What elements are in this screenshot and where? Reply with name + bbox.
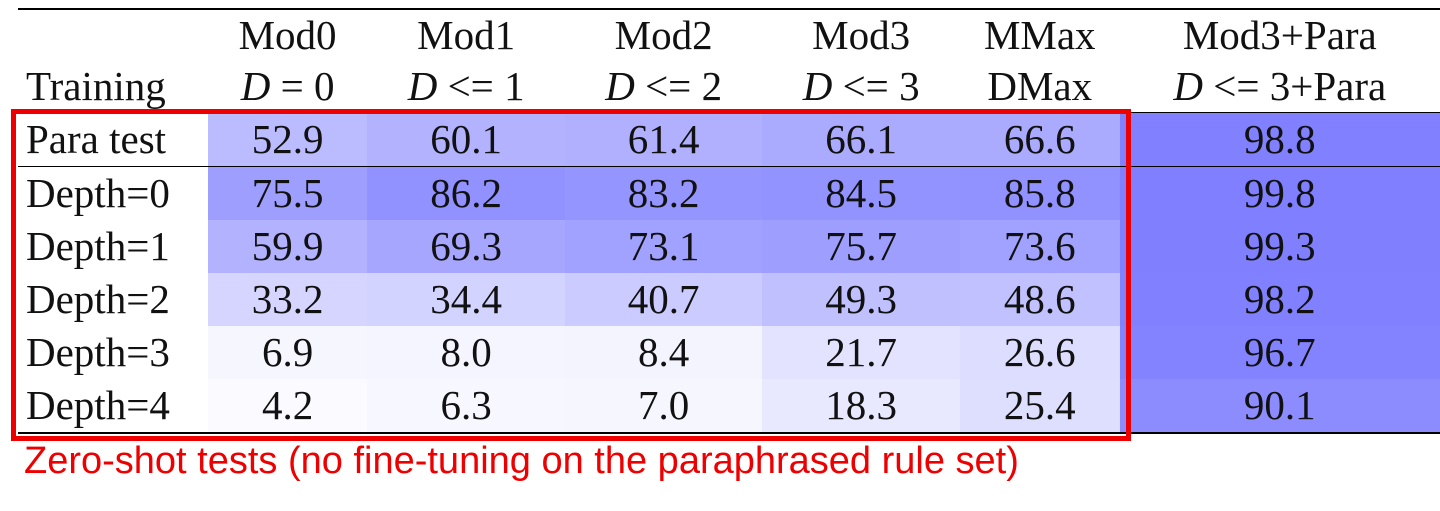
table-row-depth-4: Depth=4 4.2 6.3 7.0 18.3 25.4 90.1 <box>18 379 1440 434</box>
table-cell: 83.2 <box>564 166 763 220</box>
depth-value: DMax <box>987 62 1093 109</box>
depth-value: 0 <box>313 62 335 109</box>
column-header-model: Mod3+Para <box>1119 8 1440 60</box>
table-cell: 18.3 <box>762 379 960 434</box>
table-cell: 52.9 <box>207 112 368 167</box>
depth-symbol: D <box>802 62 833 109</box>
table-cell: 6.3 <box>367 379 565 434</box>
table-row-para-test: Para test 52.9 60.1 61.4 66.1 66.6 98.8 <box>18 112 1440 167</box>
depth-operator: <= <box>832 62 900 109</box>
depth-symbol: D <box>407 62 438 109</box>
depth-operator: <= <box>437 62 505 109</box>
table-cell: 99.3 <box>1119 220 1440 273</box>
table-cell: 61.4 <box>564 112 763 167</box>
table-cell: 98.8 <box>1119 112 1440 167</box>
depth-value: 2 <box>701 62 723 109</box>
depth-operator: <= <box>634 62 702 109</box>
table-cell: 86.2 <box>367 166 565 220</box>
header-row-models: Mod0 Mod1 Mod2 Mod3 MMax Mod3+Para <box>18 8 1440 60</box>
table-cell: 73.1 <box>564 220 763 273</box>
header-row-depths: Training D = 0 D <= 1 D <= 2 D <= 3 DMax… <box>18 60 1440 113</box>
table-cell: 69.3 <box>367 220 565 273</box>
table-cell: 21.7 <box>762 326 960 379</box>
row-label: Depth=1 <box>18 220 208 273</box>
column-header-model: Mod2 <box>564 8 763 60</box>
row-label: Depth=4 <box>18 379 208 434</box>
table-row-depth-0: Depth=0 75.5 86.2 83.2 84.5 85.8 99.8 <box>18 166 1440 220</box>
column-header-model: Mod1 <box>367 8 565 60</box>
table-cell: 8.4 <box>564 326 763 379</box>
column-header-model: Mod3 <box>762 8 960 60</box>
results-table: Mod0 Mod1 Mod2 Mod3 MMax Mod3+Para Train… <box>18 8 1440 434</box>
table-row-depth-1: Depth=1 59.9 69.3 73.1 75.7 73.6 99.3 <box>18 220 1440 273</box>
zero-shot-caption: Zero-shot tests (no fine-tuning on the p… <box>24 440 1019 482</box>
column-header-model: Mod0 <box>207 8 368 60</box>
depth-symbol: D <box>1173 62 1203 109</box>
corner-cell <box>18 8 208 60</box>
row-label: Para test <box>18 112 208 167</box>
table-cell: 98.2 <box>1119 273 1440 326</box>
table-cell: 75.7 <box>762 220 960 273</box>
row-label: Depth=0 <box>18 166 208 220</box>
depth-value: 3+Para <box>1269 62 1387 109</box>
training-label: Training <box>26 62 166 109</box>
column-header-model: MMax <box>959 8 1120 60</box>
column-header-depth: D = 0 <box>208 60 368 113</box>
table-cell: 34.4 <box>367 273 565 326</box>
column-header-depth: D <= 2 <box>565 60 763 113</box>
column-header-depth: D <= 3+Para <box>1120 60 1440 113</box>
table-cell: 40.7 <box>564 273 763 326</box>
table-cell: 33.2 <box>207 273 368 326</box>
column-header-depth: D <= 3 <box>762 60 960 113</box>
table-cell: 25.4 <box>959 379 1120 434</box>
table-cell: 60.1 <box>367 112 565 167</box>
table-cell: 8.0 <box>367 326 565 379</box>
table-cell: 59.9 <box>207 220 368 273</box>
table-cell: 66.6 <box>959 112 1120 167</box>
row-label: Depth=2 <box>18 273 208 326</box>
depth-operator: = <box>270 62 314 109</box>
table-cell: 6.9 <box>207 326 368 379</box>
column-header-depth: DMax <box>960 60 1120 113</box>
column-header-depth: D <= 1 <box>367 60 565 113</box>
table-cell: 96.7 <box>1119 326 1440 379</box>
table-cell: 75.5 <box>207 166 368 220</box>
table-cell: 26.6 <box>959 326 1120 379</box>
table-cell: 4.2 <box>207 379 368 434</box>
table-row-depth-3: Depth=3 6.9 8.0 8.4 21.7 26.6 96.7 <box>18 326 1440 379</box>
table-cell: 7.0 <box>564 379 763 434</box>
table-cell: 99.8 <box>1119 166 1440 220</box>
table-row-depth-2: Depth=2 33.2 34.4 40.7 49.3 48.6 98.2 <box>18 273 1440 326</box>
table-cell: 84.5 <box>762 166 960 220</box>
depth-symbol: D <box>605 62 635 109</box>
table-cell: 85.8 <box>959 166 1120 220</box>
table-cell: 48.6 <box>959 273 1120 326</box>
table-cell: 73.6 <box>959 220 1120 273</box>
table-cell: 90.1 <box>1119 379 1440 434</box>
row-label: Depth=3 <box>18 326 208 379</box>
table-cell: 66.1 <box>762 112 960 167</box>
depth-value: 3 <box>899 62 920 109</box>
depth-value: 1 <box>504 62 525 109</box>
depth-symbol: D <box>240 62 271 109</box>
depth-operator: <= <box>1202 62 1270 109</box>
table-cell: 49.3 <box>762 273 960 326</box>
